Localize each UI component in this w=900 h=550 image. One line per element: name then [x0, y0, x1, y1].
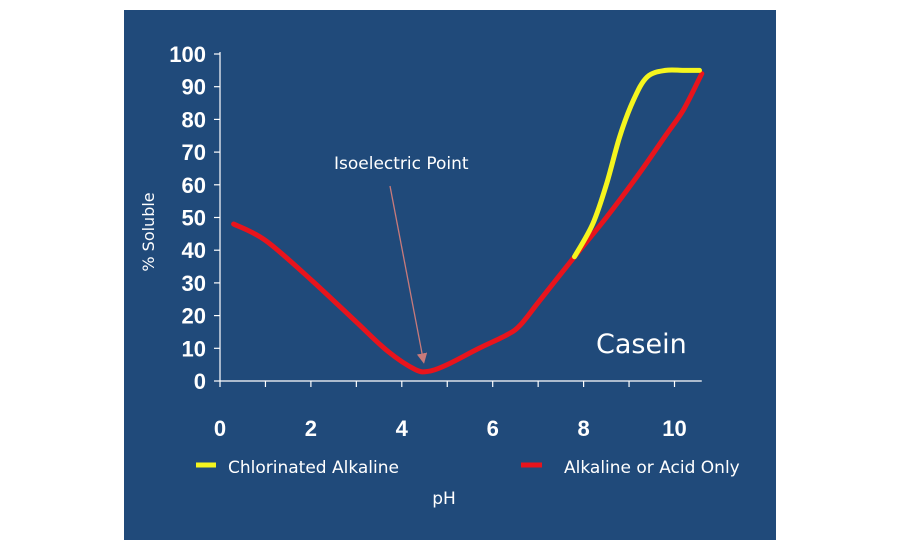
x-tick-label: 4	[396, 416, 409, 441]
solubility-chart: 0 10 20 30 40 50 60 70 80 90 100 0 2 4 6 8 10 % Soluble p…	[139, 42, 740, 509]
labels-layer: % Soluble pH Isoelectric Point Casein	[139, 154, 687, 509]
y-tick-label: 90	[182, 75, 206, 100]
x-tick-label: 8	[577, 416, 589, 441]
y-tick-label: 100	[169, 42, 206, 67]
legend-label-chlorinated-alkaline: Chlorinated Alkaline	[228, 458, 399, 478]
y-tick-label: 0	[194, 369, 206, 394]
chart-axes: 0 10 20 30 40 50 60 70 80 90 100 0 2 4 6 8 10	[169, 42, 702, 441]
x-tick-label: 0	[214, 416, 226, 441]
x-tick-label: 6	[487, 416, 499, 441]
legend: Chlorinated Alkaline Alkaline or Acid Onl…	[196, 458, 740, 478]
y-tick-label: 50	[182, 206, 206, 231]
x-tick-label: 10	[662, 416, 686, 441]
series-line-alkaline-or-acid-only	[231, 71, 705, 375]
series-layer	[231, 67, 705, 375]
y-tick-label: 20	[182, 304, 206, 329]
y-tick-label: 80	[182, 107, 206, 132]
y-tick-label: 30	[182, 271, 206, 296]
legend-label-alkaline-or-acid-only: Alkaline or Acid Only	[564, 458, 740, 478]
isoelectric-point-label: Isoelectric Point	[334, 154, 469, 174]
y-tick-label: 60	[182, 173, 206, 198]
x-tick-label: 2	[305, 416, 317, 441]
y-axis-label: % Soluble	[139, 192, 158, 271]
casein-label: Casein	[596, 329, 687, 360]
x-axis-label: pH	[432, 489, 456, 509]
chart-panel: 0 10 20 30 40 50 60 70 80 90 100 0 2 4 6 8 10 % Soluble p…	[124, 10, 776, 540]
isoelectric-point-arrow	[389, 185, 428, 364]
y-tick-label: 40	[182, 238, 206, 263]
y-tick-label: 10	[182, 336, 206, 361]
y-tick-label: 70	[182, 140, 206, 165]
series-line-chlorinated-alkaline	[572, 67, 702, 260]
